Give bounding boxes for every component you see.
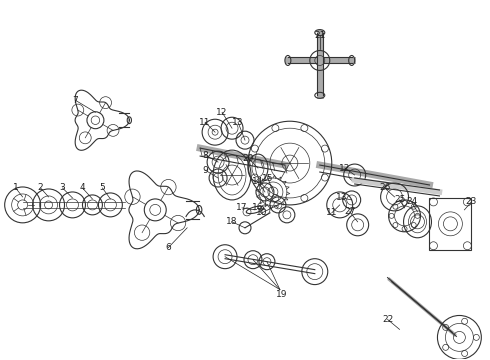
Text: 4: 4 (80, 184, 85, 193)
Text: 3: 3 (60, 184, 65, 193)
Text: 11: 11 (199, 118, 211, 127)
Text: 7: 7 (73, 96, 78, 105)
Text: 11: 11 (326, 208, 338, 217)
Text: 12: 12 (217, 108, 228, 117)
Text: 9: 9 (202, 166, 208, 175)
Text: 10: 10 (256, 208, 268, 217)
Text: 18: 18 (226, 217, 238, 226)
Text: 2: 2 (38, 184, 44, 193)
Text: 13: 13 (232, 118, 244, 127)
Text: 24: 24 (406, 197, 417, 206)
Text: 22: 22 (382, 315, 393, 324)
Text: 20: 20 (242, 154, 254, 163)
Text: 23: 23 (466, 197, 477, 206)
Text: 8: 8 (202, 150, 208, 159)
Text: 1: 1 (13, 184, 19, 193)
Text: 19: 19 (276, 290, 288, 299)
Text: 26: 26 (379, 184, 391, 193)
Text: 6: 6 (165, 243, 171, 252)
Text: 12: 12 (339, 163, 350, 172)
Text: 5: 5 (99, 184, 105, 193)
Text: 16: 16 (252, 203, 264, 212)
Text: 21: 21 (314, 31, 325, 40)
Text: 27: 27 (344, 207, 355, 216)
Text: 13: 13 (336, 193, 347, 202)
Text: 25: 25 (394, 195, 405, 204)
Text: 15: 15 (262, 174, 274, 183)
Text: 17: 17 (236, 203, 248, 212)
Text: 14: 14 (252, 177, 264, 186)
